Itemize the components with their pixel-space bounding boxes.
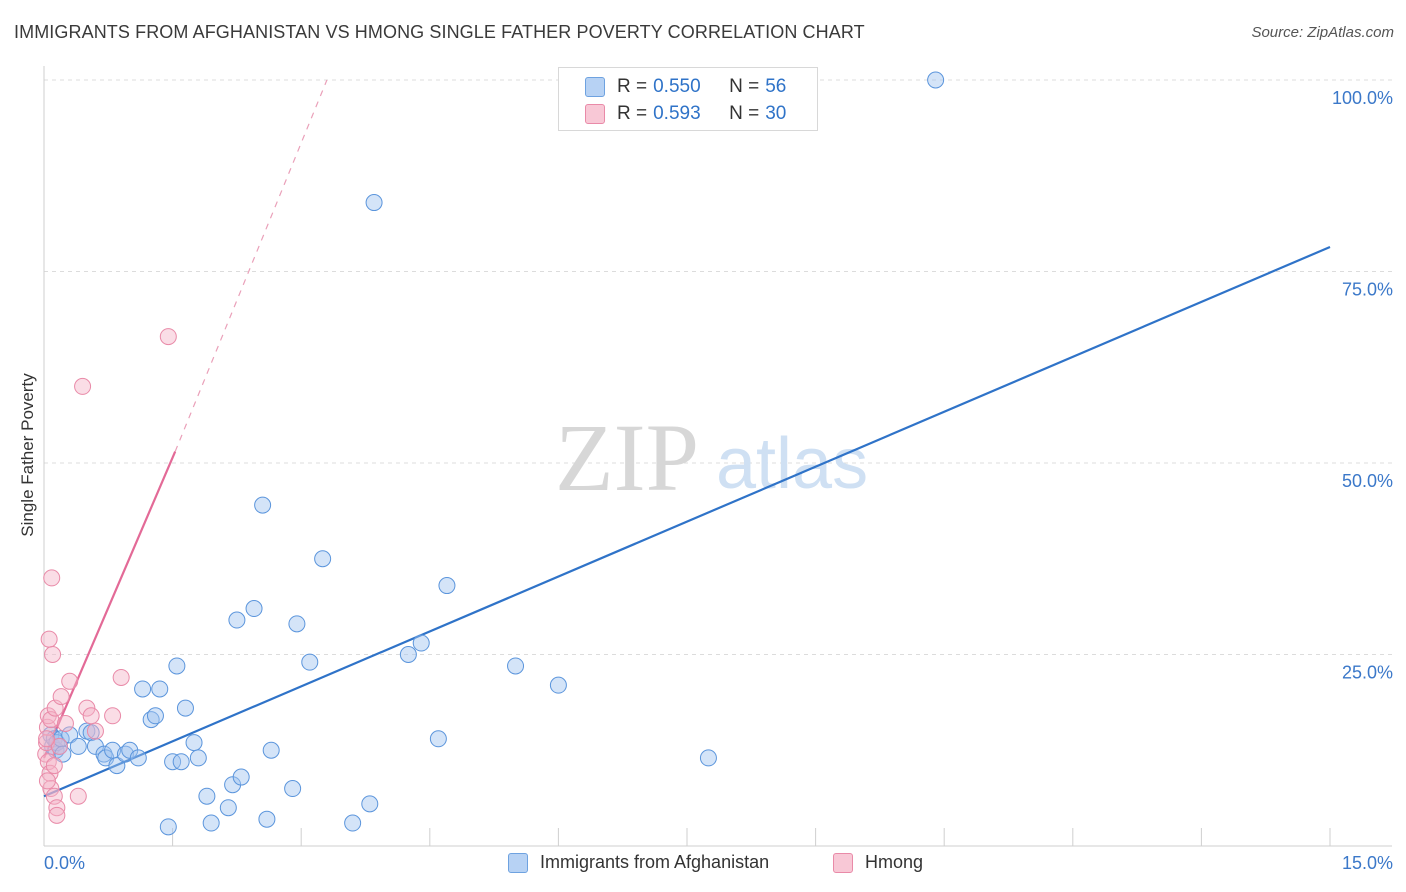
afghanistan-point (198, 787, 216, 805)
n-value: 56 (765, 76, 787, 97)
afghanistan-point (699, 749, 717, 767)
n-value: 30 (765, 103, 787, 124)
afghanistan-point (361, 795, 379, 813)
r-label: R = (617, 103, 648, 124)
data-points (37, 71, 945, 836)
hmong-point (112, 668, 130, 686)
afghanistan-point (134, 680, 152, 698)
hmong-point (104, 707, 122, 725)
x-tick-label-max: 15.0% (1342, 853, 1393, 873)
source-credit: Source: ZipAtlas.com (1251, 24, 1394, 41)
afghanistan-point (262, 741, 280, 759)
afghanistan-point (549, 676, 567, 694)
pink-swatch-icon (833, 852, 853, 873)
afghanistan-point (189, 749, 207, 767)
afghanistan-trend-line (43, 245, 1331, 798)
afghanistan-point (164, 753, 182, 771)
hmong-point (56, 714, 74, 732)
afghanistan-point (412, 634, 430, 652)
afghanistan-point (258, 810, 276, 828)
y-axis-label: Single Father Poverty (18, 373, 37, 537)
hmong-point (38, 772, 56, 790)
hmong-point (159, 328, 177, 346)
hmong-point (38, 730, 56, 748)
grid-lines (44, 79, 1392, 655)
legend-row-afghanistan: R = 0.550 N = 56 (585, 74, 786, 100)
afghanistan-point (61, 726, 79, 744)
afghanistan-point (284, 780, 302, 798)
r-value: 0.550 (653, 76, 701, 97)
watermark-zip: ZIP (555, 404, 699, 511)
pink-swatch-icon (585, 104, 605, 124)
afghanistan-point (314, 550, 332, 568)
afghanistan-point (232, 768, 250, 786)
hmong-point (40, 630, 58, 648)
afghanistan-point (146, 707, 164, 725)
afghanistan-point (168, 657, 186, 675)
afghanistan-point (365, 194, 383, 212)
afghanistan-point (399, 646, 417, 663)
afghanistan-point (288, 615, 306, 633)
hmong-point (52, 688, 70, 706)
afghanistan-point (69, 737, 87, 755)
afghanistan-point (159, 818, 177, 836)
afghanistan-point (108, 757, 126, 775)
watermark: ZIP atlas (555, 404, 868, 511)
legend-label: Immigrants from Afghanistan (540, 852, 770, 872)
afghanistan-point (507, 657, 525, 675)
afghanistan-point (254, 496, 272, 514)
trend-lines (42, 79, 1331, 798)
chart-title: IMMIGRANTS FROM AFGHANISTAN VS HMONG SIN… (14, 22, 865, 42)
afghanistan-point (202, 814, 220, 832)
hmong-point (86, 722, 104, 740)
afghanistan-point (301, 653, 319, 671)
hmong-point (45, 757, 63, 775)
r-label: R = (617, 76, 648, 97)
hmong-point (61, 672, 79, 690)
hmong-point (44, 646, 62, 663)
hmong-trend-extension (174, 79, 328, 452)
afghanistan-point (245, 600, 263, 618)
n-label: N = (729, 103, 760, 124)
afghanistan-point (219, 799, 237, 817)
hmong-point (43, 569, 61, 587)
hmong-point (38, 734, 56, 752)
afghanistan-point (228, 611, 246, 629)
afghanistan-point (129, 749, 147, 767)
legend-row-hmong: R = 0.593 N = 30 (585, 101, 786, 127)
hmong-point (48, 806, 66, 824)
legend-item-hmong: Hmong (833, 852, 923, 873)
afghanistan-point (185, 734, 203, 752)
r-value: 0.593 (653, 103, 701, 124)
hmong-point (50, 737, 68, 755)
y-tick-label: 100.0% (1332, 88, 1393, 108)
legend-item-afghanistan: Immigrants from Afghanistan (508, 852, 769, 873)
hmong-point (74, 377, 92, 395)
afghanistan-point (176, 699, 194, 717)
blue-swatch-icon (508, 852, 528, 873)
afghanistan-point (151, 680, 169, 698)
y-tick-label: 50.0% (1342, 471, 1393, 491)
hmong-point (69, 787, 87, 805)
x-tick-label-min: 0.0% (44, 853, 85, 873)
afghanistan-point (172, 753, 190, 771)
afghanistan-point (927, 71, 945, 89)
tick-labels: 25.0% 50.0% 75.0% 100.0% 0.0% 15.0% (44, 88, 1393, 873)
y-tick-label: 25.0% (1342, 663, 1393, 683)
legend-label: Hmong (865, 852, 924, 872)
afghanistan-point (438, 577, 456, 595)
correlation-legend: R = 0.550 N = 56 R = 0.593 N = 30 (558, 67, 818, 131)
series-legend: Immigrants from Afghanistan Hmong (0, 852, 1406, 878)
hmong-point (82, 707, 100, 725)
hmong-point (78, 699, 96, 717)
afghanistan-point (344, 814, 362, 832)
hmong-trend-line (42, 451, 177, 759)
watermark-atlas: atlas (716, 424, 868, 504)
afghanistan-point (429, 730, 447, 748)
n-label: N = (729, 76, 760, 97)
blue-swatch-icon (585, 77, 605, 97)
y-tick-label: 75.0% (1342, 280, 1393, 300)
